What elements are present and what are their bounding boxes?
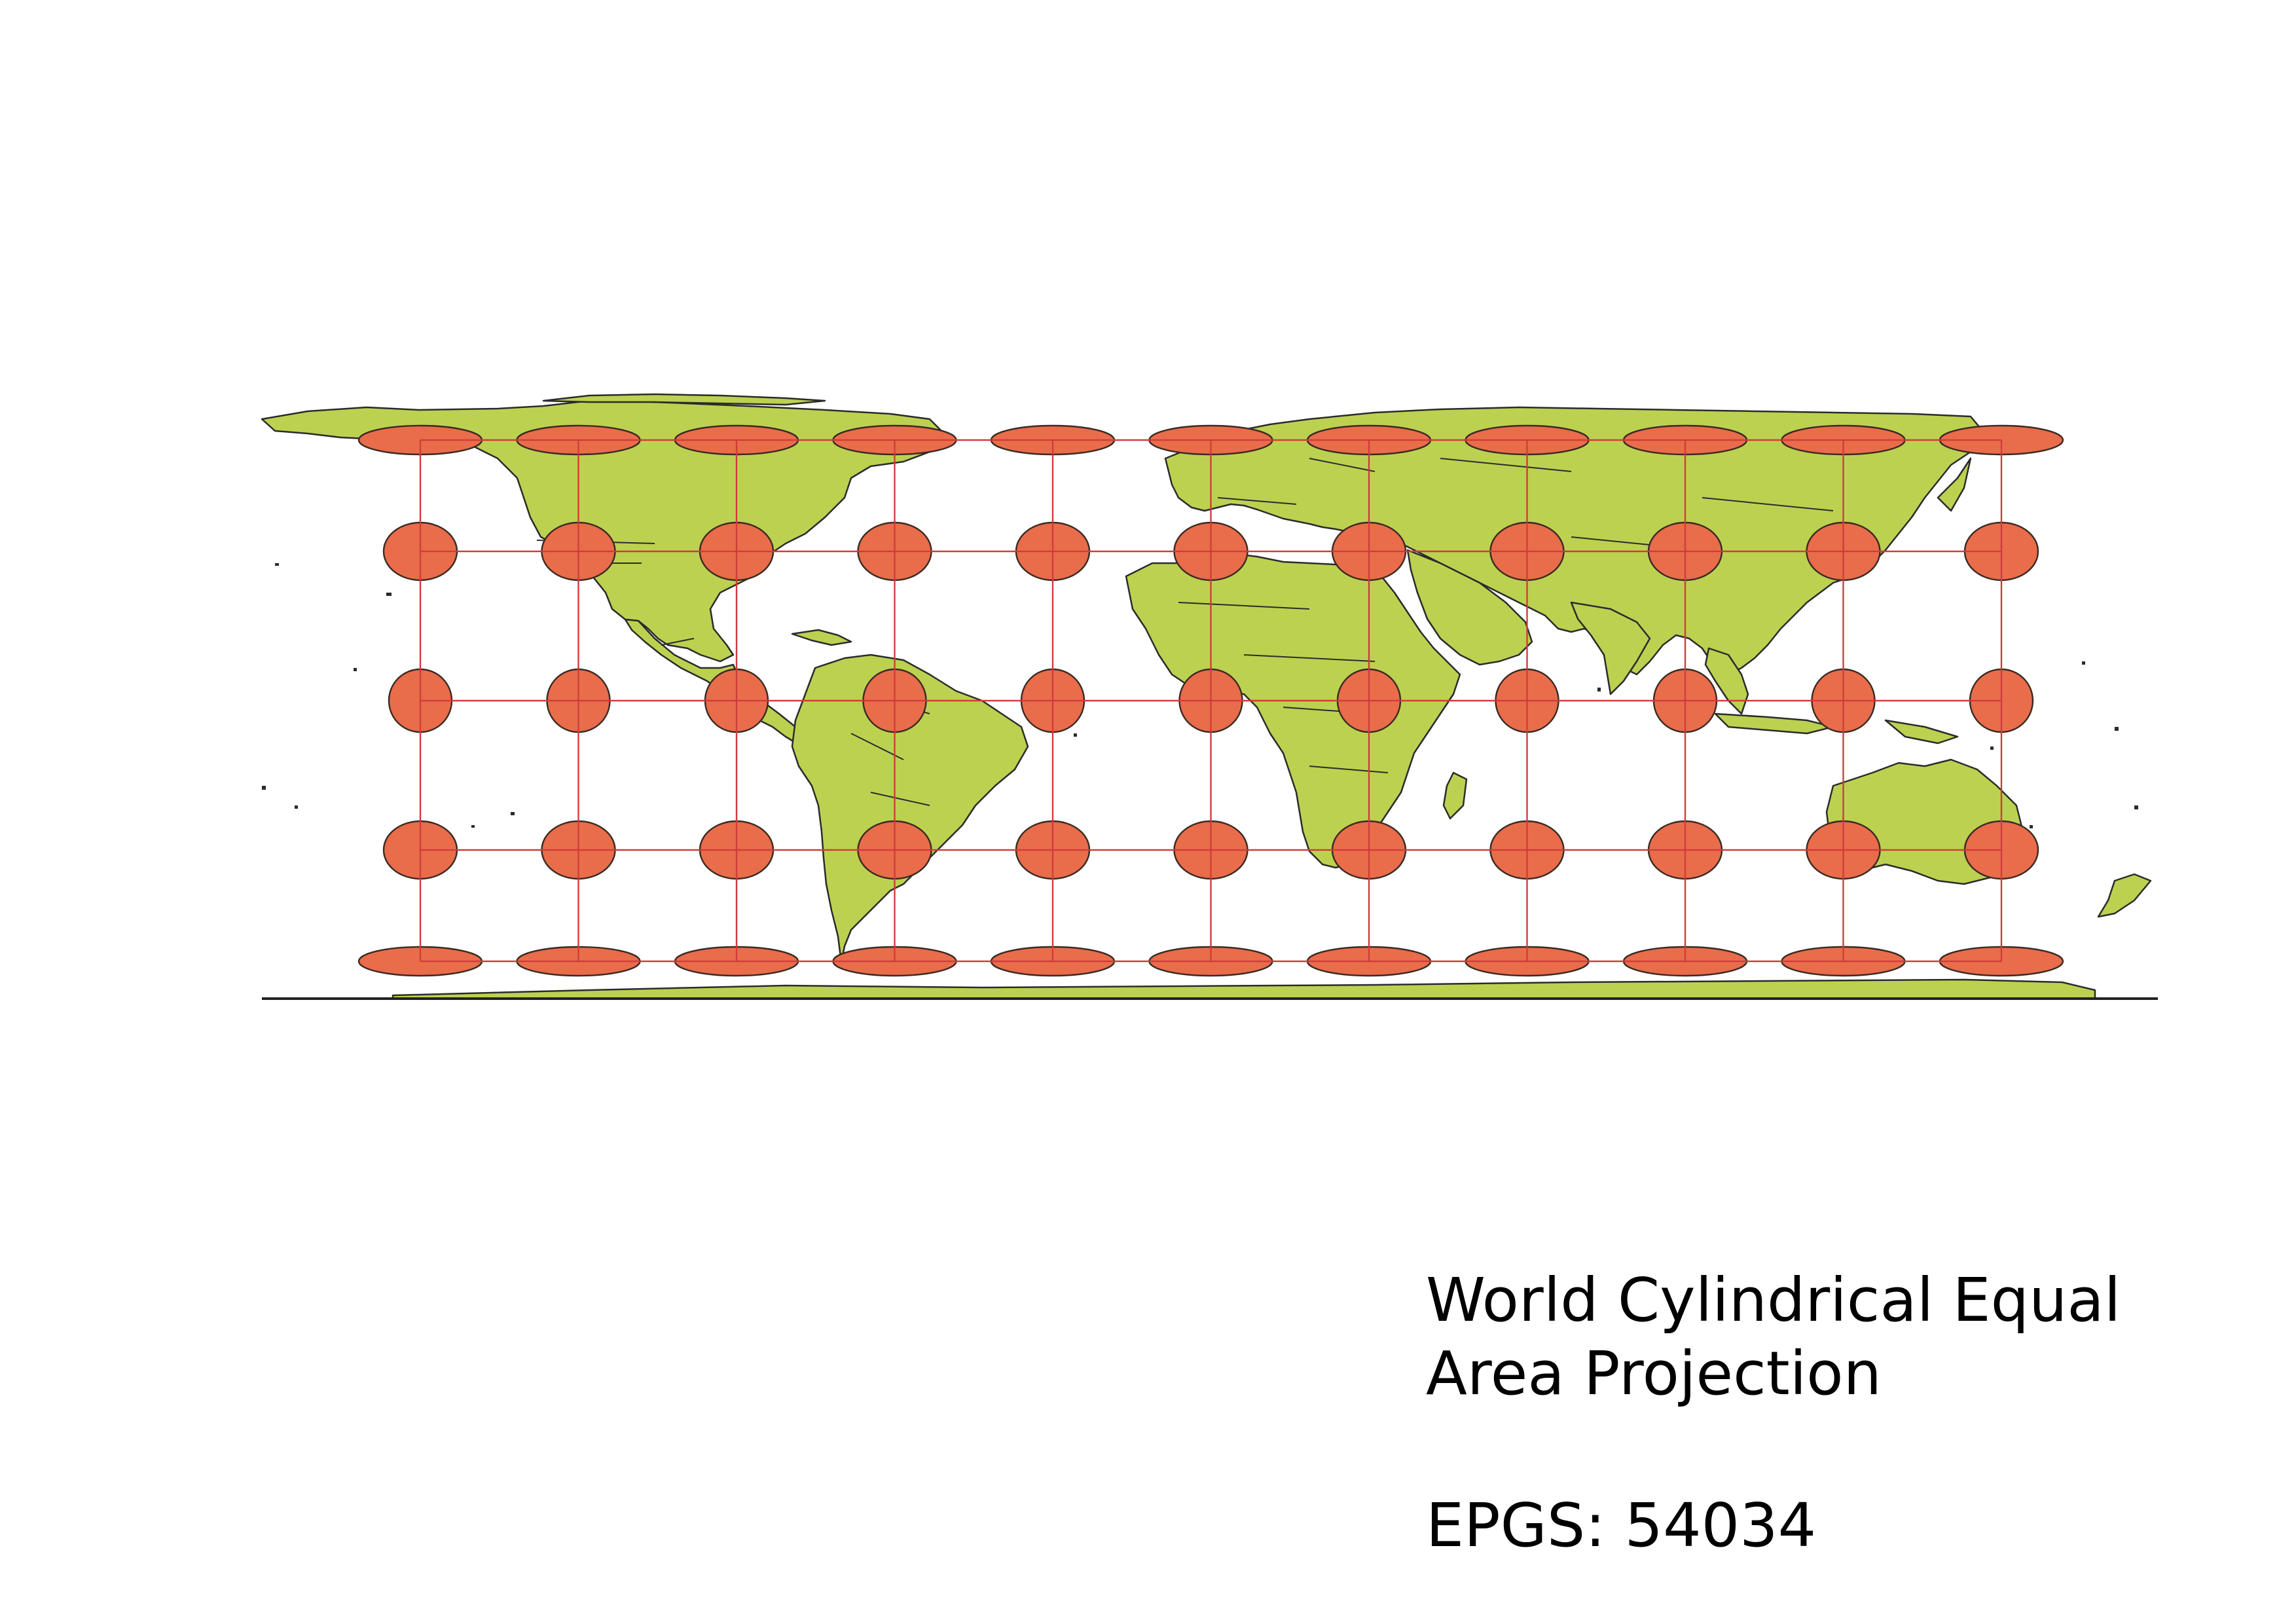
indonesia	[1714, 712, 1834, 735]
new-zealand	[2097, 873, 2152, 918]
caption-title-line-1: World Cylindrical Equal	[1426, 1265, 2121, 1335]
south-america	[791, 654, 1029, 964]
antarctica	[392, 978, 2096, 1000]
arabia	[1406, 549, 1533, 666]
india	[1570, 601, 1651, 695]
japan	[1937, 457, 1972, 512]
eurasia	[1164, 406, 1985, 676]
small-islands	[262, 563, 2138, 828]
map-caption: World Cylindrical Equal Area Projection …	[1426, 1264, 2121, 1562]
caribbean	[791, 629, 852, 646]
africa	[1125, 552, 1461, 869]
southeast-asia	[1704, 647, 1749, 715]
caption-epsg-code: EPGS: 54034	[1426, 1490, 1817, 1560]
madagascar	[1442, 771, 1468, 820]
caption-title-line-2: Area Projection	[1426, 1338, 1882, 1409]
arctic-islands	[542, 393, 826, 406]
tissot-ellipses	[357, 424, 2064, 977]
new-guinea	[1884, 719, 1959, 745]
